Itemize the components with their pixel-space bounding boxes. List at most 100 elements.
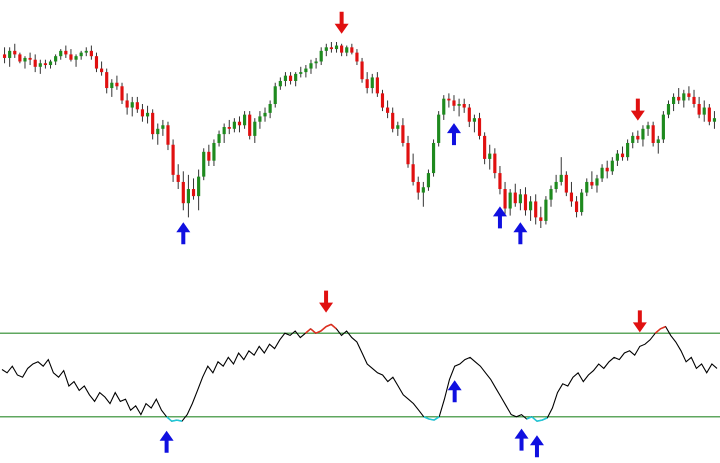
oscillator-line: [1, 323, 718, 422]
candle-down: [452, 100, 456, 106]
oversold-segment: [526, 416, 533, 420]
candle-up: [79, 52, 83, 57]
candle-up: [258, 116, 262, 122]
candle-up: [626, 142, 630, 158]
sell-signal-arrow-icon: [632, 310, 647, 333]
candle-up: [59, 50, 63, 57]
candle-up: [396, 125, 400, 129]
candle-down: [248, 114, 252, 136]
buy-signal-arrow-icon: [492, 206, 507, 229]
buy-signal-arrow-icon: [176, 222, 191, 245]
candle-up: [314, 61, 318, 64]
oversold-segment: [176, 419, 183, 422]
candle-down: [411, 164, 415, 182]
candle-up: [217, 134, 221, 143]
candle-down: [590, 181, 594, 186]
candle-up: [610, 160, 614, 172]
candle-up: [161, 125, 165, 129]
candle-up: [8, 50, 12, 58]
candle-up: [54, 56, 58, 62]
candle-down: [329, 47, 333, 50]
candle-down: [620, 153, 625, 158]
overbought-segment: [330, 323, 337, 330]
candle-up: [197, 176, 201, 197]
candle-down: [467, 107, 471, 122]
sell-signal-arrow-icon: [319, 290, 334, 313]
candle-up: [549, 189, 553, 200]
candle-down: [692, 96, 696, 104]
oscillator-panel: [0, 290, 720, 458]
candle-up: [145, 112, 150, 117]
candle-down: [360, 61, 364, 80]
candle-down: [483, 135, 487, 159]
candle-up: [682, 93, 686, 101]
candle-up: [488, 153, 492, 159]
candle-down: [350, 47, 354, 53]
candle-down: [69, 54, 73, 60]
candle-up: [585, 181, 589, 193]
overbought-segment: [310, 328, 317, 334]
candle-up: [559, 174, 563, 182]
candle-up: [304, 68, 308, 73]
candle-up: [672, 96, 676, 104]
candle-down: [33, 59, 37, 67]
candle-up: [457, 104, 461, 106]
candle-down: [13, 50, 17, 55]
candle-down: [375, 77, 379, 94]
candle-down: [539, 217, 543, 221]
price-panel: [2, 11, 717, 245]
buy-signal-arrow-icon: [513, 222, 528, 245]
candle-down: [120, 86, 124, 101]
candle-up: [712, 118, 717, 122]
candle-down: [166, 125, 170, 145]
candle-up: [472, 118, 476, 122]
candle-up: [268, 104, 272, 113]
candle-down: [498, 173, 502, 190]
candle-up: [324, 47, 328, 51]
candle-up: [273, 86, 277, 104]
candle-down: [677, 96, 681, 101]
buy-signal-arrow-icon: [514, 428, 529, 451]
buy-signal-arrow-icon: [446, 123, 461, 146]
candle-down: [227, 127, 231, 129]
candle-up: [253, 121, 257, 136]
candle-up: [243, 114, 247, 126]
candle-down: [462, 104, 466, 108]
candle-up: [508, 192, 512, 209]
candle-up: [212, 142, 216, 161]
candle-up: [595, 178, 599, 186]
overbought-segment: [315, 330, 322, 334]
candle-up: [309, 63, 313, 69]
candle-up: [334, 45, 339, 50]
candle-down: [534, 201, 538, 218]
oversold-segment: [171, 419, 178, 422]
candle-up: [23, 57, 27, 62]
candle-down: [64, 50, 68, 55]
candle-up: [74, 56, 78, 60]
candle-up: [641, 128, 645, 140]
candle-up: [421, 187, 425, 193]
oversold-segment: [536, 419, 543, 422]
oversold-segment: [423, 416, 430, 420]
candle-down: [135, 102, 139, 110]
candle-up: [426, 173, 431, 188]
buy-signal-arrow-icon: [447, 380, 462, 403]
candle-down: [89, 50, 93, 57]
candle-down: [18, 54, 22, 62]
candle-down: [288, 75, 293, 81]
candle-up: [544, 199, 548, 221]
candle-down: [94, 56, 99, 69]
candle-down: [447, 98, 451, 101]
candle-down: [355, 52, 359, 62]
candle-up: [222, 127, 226, 135]
oversold-segment: [531, 416, 538, 422]
candle-up: [370, 77, 374, 89]
oversold-segment: [433, 416, 440, 421]
candle-up: [186, 189, 190, 204]
candle-down: [151, 112, 155, 135]
candle-up: [110, 82, 114, 89]
buy-signal-arrow-icon: [529, 435, 544, 458]
candle-up: [702, 107, 706, 115]
candle-up: [615, 153, 619, 161]
